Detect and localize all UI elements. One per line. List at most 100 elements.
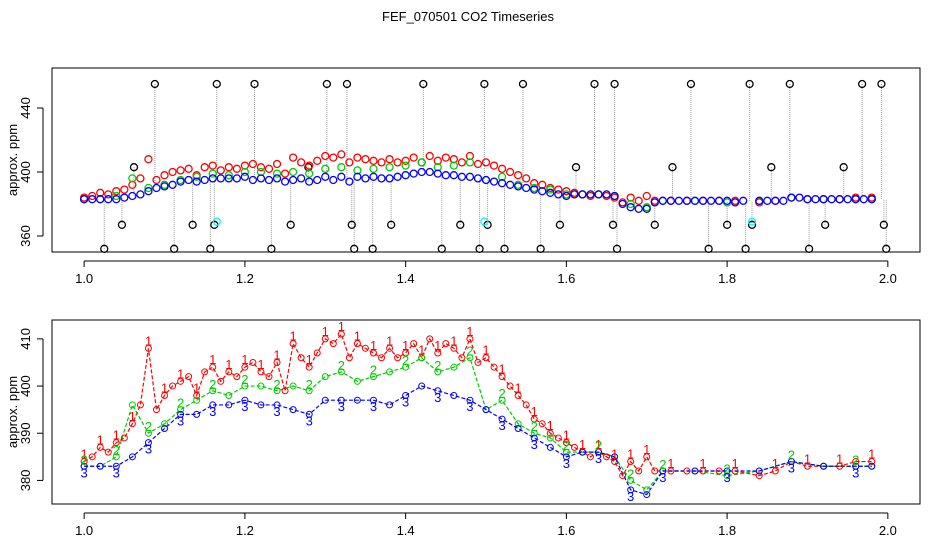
blue-point	[803, 195, 812, 204]
series-1-point	[104, 448, 112, 456]
series-2-point	[273, 387, 281, 395]
green-point	[240, 167, 250, 177]
black-point	[668, 163, 677, 172]
blue-point	[562, 191, 571, 201]
red-point	[473, 159, 483, 169]
blue-point	[152, 183, 161, 193]
series-1-point	[450, 344, 458, 352]
blue-point	[369, 172, 378, 181]
blue-point	[522, 183, 531, 193]
series-1-label: 1	[402, 338, 409, 353]
series-3-point	[193, 410, 201, 418]
series-1-label: 1	[772, 456, 779, 471]
blue-point	[401, 171, 410, 180]
red-point	[369, 156, 378, 165]
black-point	[188, 220, 197, 229]
series-1-label: 1	[868, 447, 875, 462]
series-1-point	[289, 340, 297, 348]
series-2-point	[321, 373, 329, 381]
green-point	[417, 158, 426, 167]
series-1-point	[699, 467, 707, 475]
red-point	[248, 159, 258, 169]
series-1-point	[88, 453, 96, 461]
blue-point	[602, 190, 611, 199]
series-2-label: 2	[241, 372, 248, 387]
series-2-point	[723, 472, 731, 480]
series-3-label: 3	[788, 461, 795, 476]
series-1-point	[546, 429, 554, 437]
green-point	[321, 164, 330, 173]
series-2-label: 2	[338, 358, 345, 373]
series-2-point	[546, 434, 554, 442]
series-3-point	[530, 434, 538, 442]
series-2-point	[209, 387, 217, 395]
series-1-label: 1	[667, 456, 674, 471]
x-tick-label: 1.8	[718, 271, 736, 286]
series-2-point	[257, 382, 265, 390]
bottom-panel: 1.0 1.2 1.4 1.6 1.8 2.0 380 390 400 410 approx. pp…	[5, 319, 921, 538]
series-1-label: 1	[563, 428, 570, 443]
series-3-point	[369, 396, 377, 404]
blue-point	[192, 177, 201, 186]
series-1-point	[305, 363, 313, 371]
series-3-point	[225, 401, 233, 409]
green-point	[144, 183, 153, 193]
series-1-label: 1	[209, 352, 216, 367]
blue-point	[288, 175, 298, 185]
series-1-label: 1	[611, 447, 618, 462]
series-1-point	[803, 462, 811, 470]
black-point	[206, 244, 215, 253]
x-tick-label: 1.6	[557, 271, 575, 286]
series-1-label: 1	[370, 338, 377, 353]
series-3-point	[209, 401, 217, 409]
series-1-point	[683, 467, 691, 475]
series-3-label: 3	[627, 489, 634, 504]
series-2-point	[450, 363, 458, 371]
black-point	[170, 244, 179, 253]
black-point	[100, 244, 109, 253]
series-2-point	[225, 391, 233, 399]
red-point	[522, 174, 531, 183]
series-1-point	[586, 453, 594, 461]
series-3-label: 3	[209, 404, 216, 419]
black-point	[590, 79, 599, 89]
series-3-point	[273, 401, 281, 409]
series-2-label: 2	[531, 419, 538, 434]
series-1-label: 1	[161, 380, 168, 395]
red-point	[208, 161, 217, 170]
series-1-point	[249, 358, 257, 366]
series-1-point	[426, 335, 434, 343]
series-3-point	[128, 453, 136, 461]
series-1-point	[514, 391, 522, 399]
black-point	[877, 79, 886, 89]
red-point	[305, 161, 314, 170]
y-tick-label: 380	[18, 470, 33, 492]
series-2-label: 2	[177, 396, 184, 411]
red-point	[160, 171, 169, 180]
series-3-point	[466, 396, 474, 404]
red-point	[409, 153, 418, 162]
series-1-point	[241, 363, 249, 371]
red-point	[489, 161, 499, 170]
blue-point	[184, 175, 193, 185]
series-1-point	[337, 330, 345, 338]
series-1-point	[265, 373, 273, 381]
black-point	[480, 79, 489, 89]
series-3-point	[595, 448, 603, 456]
blue-point	[779, 196, 788, 205]
blue-point	[795, 193, 804, 202]
series-1-line	[83, 332, 872, 477]
red-point	[377, 158, 386, 167]
black-point	[747, 220, 757, 229]
y-tick-label: 360	[18, 225, 33, 247]
top-panel: 1.0 1.2 1.4 1.6 1.8 2.0 360 400 440 approx. ppm	[5, 67, 921, 286]
red-point	[144, 155, 153, 164]
series-1-label: 1	[418, 343, 425, 358]
red-point	[176, 166, 185, 175]
black-point	[322, 79, 332, 89]
black-point	[857, 79, 867, 89]
series-3-point	[611, 453, 619, 461]
series-1-point	[611, 458, 619, 466]
black-point	[475, 244, 484, 253]
blue-point	[136, 190, 145, 199]
